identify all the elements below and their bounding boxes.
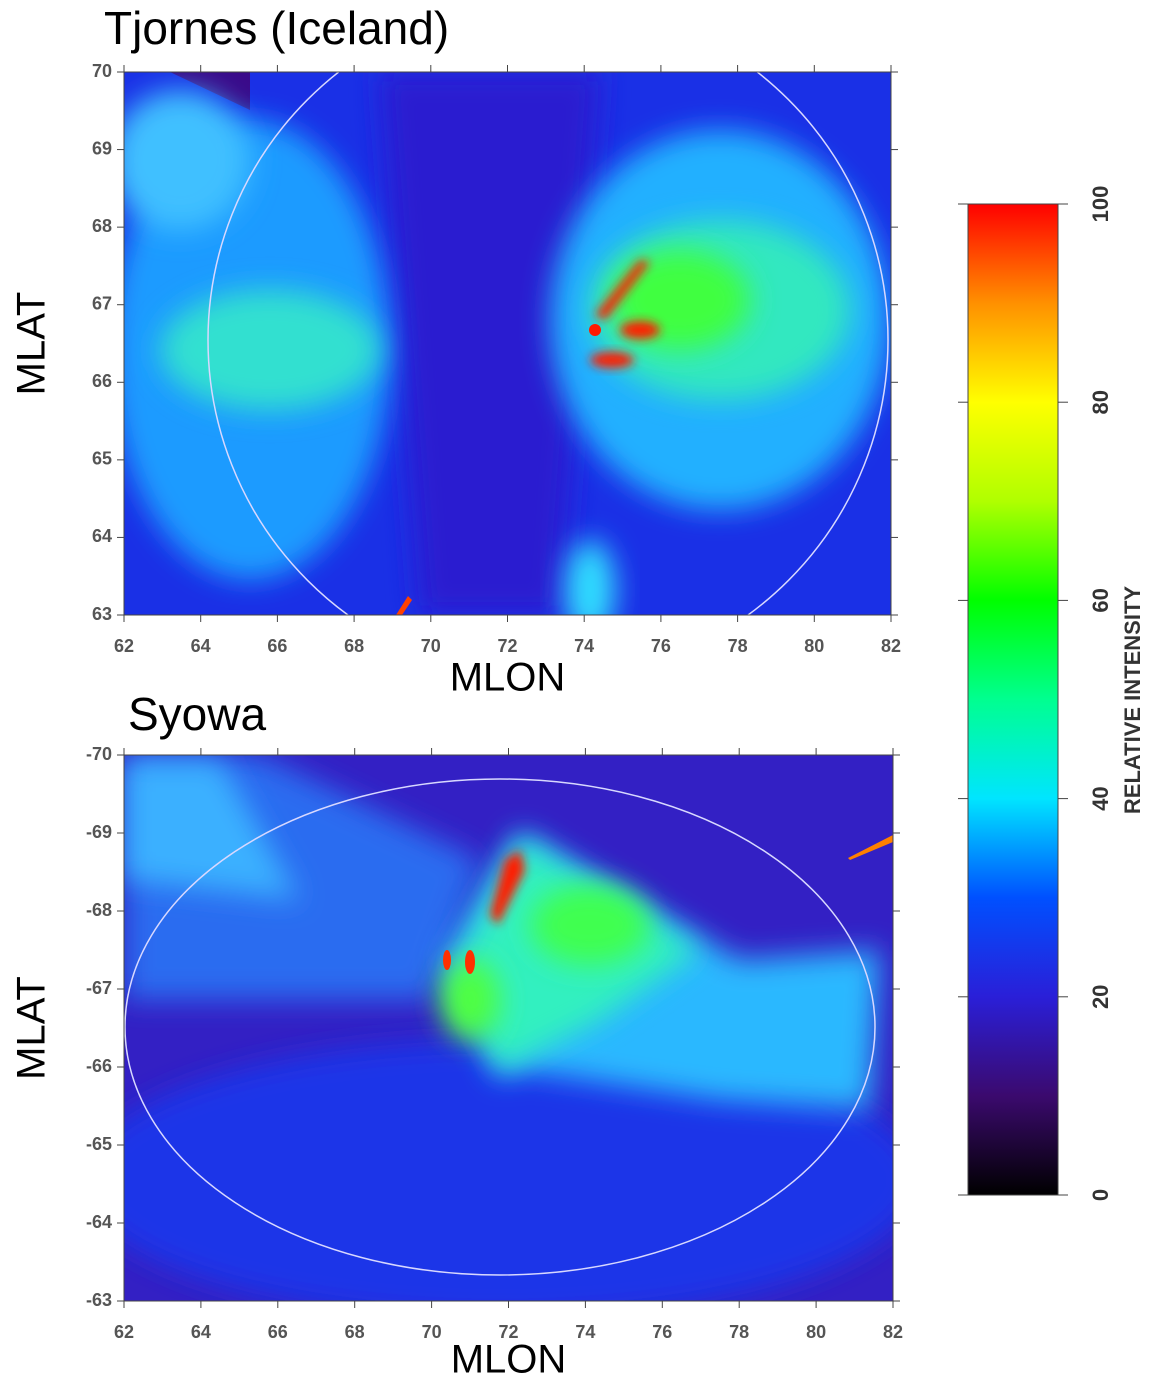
- x-tick-label: 72: [497, 636, 517, 656]
- x-tick-label: 64: [191, 1322, 211, 1342]
- x-tick-label: 82: [881, 636, 901, 656]
- chart-title: Syowa: [128, 688, 266, 740]
- y-axis-label: MLAT: [10, 976, 54, 1080]
- y-tick-label: -68: [86, 900, 112, 920]
- x-tick-label: 78: [729, 1322, 749, 1342]
- x-tick-label: 62: [114, 636, 134, 656]
- x-tick-label: 66: [268, 1322, 288, 1342]
- colorbar-tick-label: 0: [1088, 1189, 1113, 1201]
- colorbar-tick-label: 100: [1088, 186, 1113, 223]
- aurora-image: [124, 72, 891, 615]
- y-tick-label: 65: [92, 449, 112, 469]
- x-tick-label: 64: [191, 636, 211, 656]
- colorbar-tick-label: 80: [1088, 390, 1113, 414]
- x-tick-label: 74: [575, 1322, 595, 1342]
- chart-title: Tjornes (Iceland): [104, 2, 449, 54]
- y-tick-label: -66: [86, 1056, 112, 1076]
- colorbar: [967, 203, 1059, 1196]
- y-tick-label: 70: [92, 61, 112, 81]
- y-tick-label: -65: [86, 1134, 112, 1154]
- y-tick-label: 68: [92, 216, 112, 236]
- y-tick-label: -67: [86, 978, 112, 998]
- x-tick-label: 68: [345, 1322, 365, 1342]
- colorbar-label: RELATIVE INTENSITY: [1120, 586, 1145, 814]
- colorbar-tick-label: 60: [1088, 588, 1113, 612]
- x-tick-label: 76: [652, 1322, 672, 1342]
- x-tick-label: 76: [651, 636, 671, 656]
- y-tick-label: -64: [86, 1212, 112, 1232]
- x-tick-label: 70: [422, 1322, 442, 1342]
- x-tick-label: 68: [344, 636, 364, 656]
- x-tick-label: 78: [728, 636, 748, 656]
- x-tick-label: 80: [806, 1322, 826, 1342]
- x-tick-label: 80: [804, 636, 824, 656]
- x-tick-label: 62: [114, 1322, 134, 1342]
- y-tick-label: -70: [86, 744, 112, 764]
- y-tick-label: 69: [92, 138, 112, 158]
- x-tick-label: 82: [883, 1322, 903, 1342]
- x-tick-label: 66: [267, 636, 287, 656]
- y-axis-label: MLAT: [10, 292, 54, 396]
- y-tick-label: 66: [92, 371, 112, 391]
- x-axis-label: MLON: [451, 1338, 567, 1381]
- y-tick-label: 67: [92, 293, 112, 313]
- y-tick-label: -63: [86, 1290, 112, 1310]
- x-tick-label: 70: [421, 636, 441, 656]
- y-tick-label: -69: [86, 822, 112, 842]
- colorbar-tick-label: 40: [1088, 786, 1113, 810]
- x-tick-label: 74: [574, 636, 594, 656]
- x-tick-label: 72: [498, 1322, 518, 1342]
- x-axis-label: MLON: [450, 656, 566, 700]
- y-tick-label: 63: [92, 604, 112, 624]
- colorbar-tick-label: 20: [1088, 985, 1113, 1009]
- y-tick-label: 64: [92, 526, 112, 546]
- aurora-image: [124, 755, 893, 1301]
